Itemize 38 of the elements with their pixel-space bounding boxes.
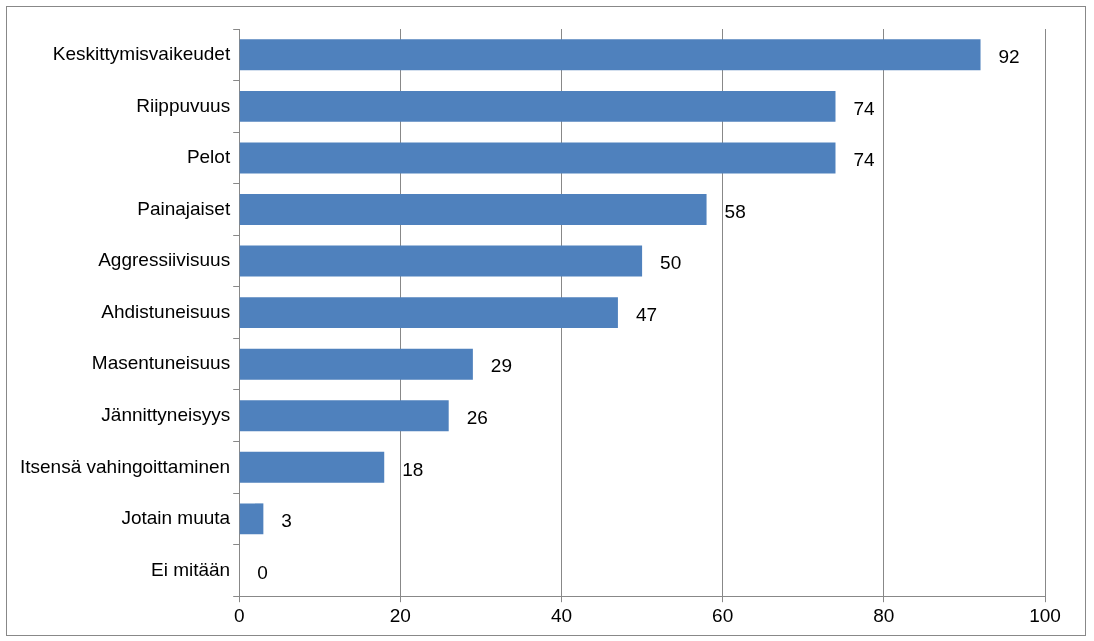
y-tick-label: Jotain muuta [121,507,231,529]
y-tick-label: Riippuvuus [136,94,231,116]
bar [239,400,449,432]
y-tick-label: Masentuneisuus [91,352,231,374]
data-label: 58 [724,200,746,222]
bar [239,297,618,329]
x-tick-label: 40 [550,604,573,626]
bar [239,90,836,122]
data-label: 47 [635,303,658,325]
data-label: 18 [402,458,424,480]
data-label: 74 [853,97,876,119]
x-tick-label: 80 [873,604,895,626]
x-tick-label: 60 [712,604,734,626]
y-tick-label: Ahdistuneisuus [101,300,231,322]
data-label: 50 [660,252,682,274]
bar [239,245,643,277]
x-tick-label: 20 [389,604,411,626]
y-tick-label: Painajaiset [137,197,231,219]
y-tick-label: Itsensä vahingoittaminen [20,455,231,477]
bar [239,39,981,71]
x-tick-label: 100 [1029,604,1061,626]
y-tick-label: Aggressiivisuus [98,249,231,271]
y-tick-label: Keskittymisvaikeudet [52,43,231,65]
bar [239,348,473,380]
data-label: 92 [998,46,1020,68]
y-tick-label: Jännittyneisyys [101,403,231,425]
bar [239,142,836,174]
data-label: 0 [257,561,268,583]
data-label: 3 [281,510,292,532]
data-label: 26 [466,406,488,428]
x-tick-label: 0 [233,604,245,626]
bar [239,451,385,483]
bar [239,503,264,535]
data-label: 74 [853,149,876,171]
y-tick-label: Pelot [186,146,231,168]
data-label: 29 [490,355,513,377]
bar [239,194,707,225]
y-tick-label: Ei mitään [150,558,231,580]
